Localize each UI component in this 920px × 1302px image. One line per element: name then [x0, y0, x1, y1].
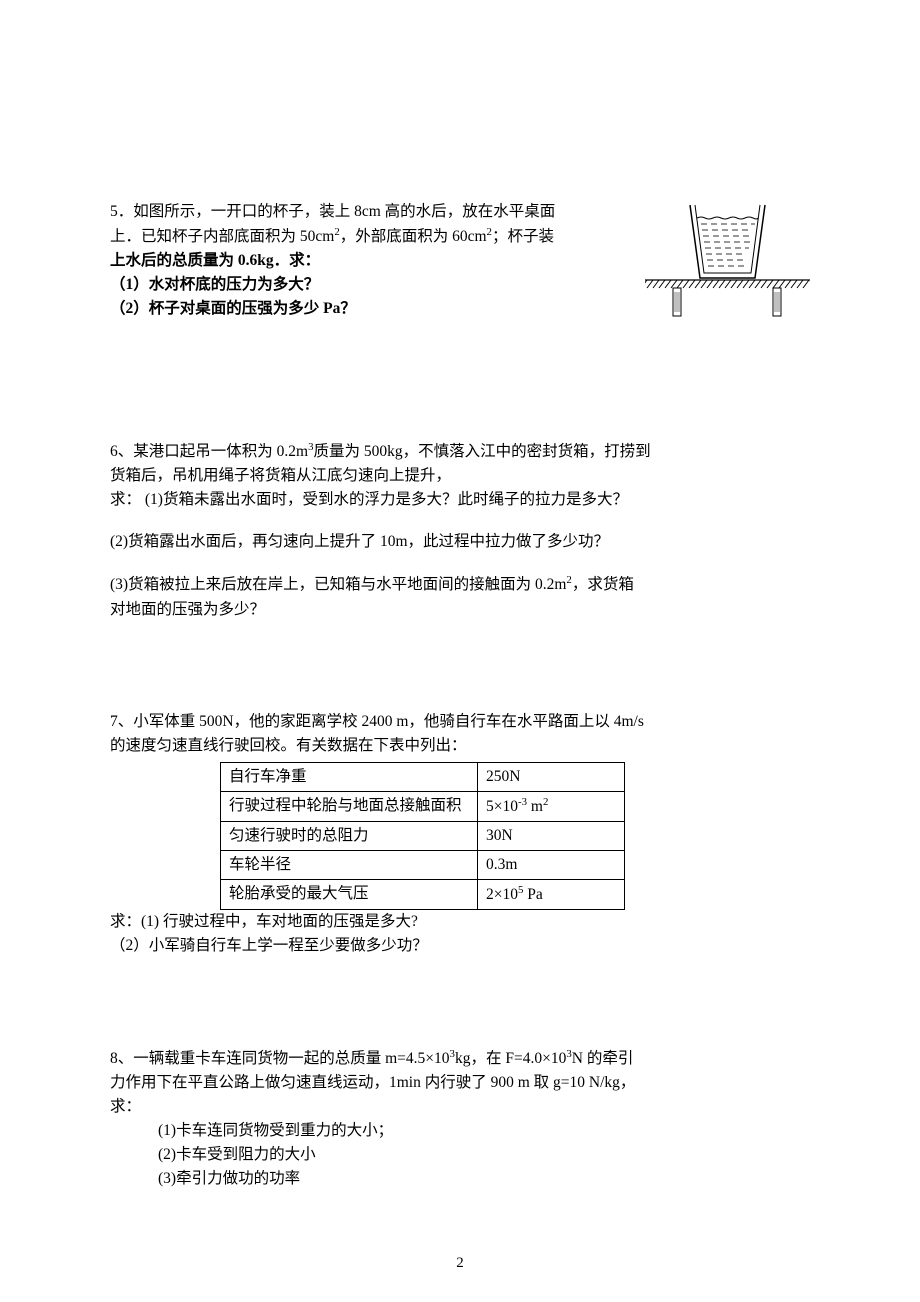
- data-table: 自行车净重 250N 行驶过程中轮胎与地面总接触面积 5×10-3 m2 匀速行…: [220, 762, 625, 910]
- cell-v2: 30N: [478, 821, 625, 850]
- cell-k4: 轮胎承受的最大气压: [221, 879, 478, 909]
- p6-line2: 货箱后，吊机用绳子将货箱从江底匀速向上提升，: [110, 467, 451, 484]
- cell-v3: 0.3m: [478, 850, 625, 879]
- p8-line1a: 8、一辆载重卡车连同货物一起的总质量 m=4.5×10: [110, 1050, 450, 1067]
- p8-line1c: N 的牵引: [572, 1050, 634, 1067]
- problem-8: 8、一辆载重卡车连同货物一起的总质量 m=4.5×103kg，在 F=4.0×1…: [110, 1046, 810, 1191]
- problem-6: 6、某港口起吊一体积为 0.2m3质量为 500kg，不慎落入江中的密封货箱，打…: [110, 439, 810, 621]
- cell-v1: 5×10-3 m2: [478, 791, 625, 821]
- p5-line2c: ；杯子装: [492, 228, 554, 245]
- p8-q2: (2)卡车受到阻力的大小: [158, 1146, 316, 1163]
- p8-q1: (1)卡车连同货物受到重力的大小；: [158, 1122, 393, 1139]
- p5-line3: 上水后的总质量为 0.6kg．求：: [110, 252, 320, 269]
- table-row: 行驶过程中轮胎与地面总接触面积 5×10-3 m2: [221, 791, 625, 821]
- p6-q1: 求： (1)货箱未露出水面时，受到水的浮力是多大？此时绳子的拉力是多大？: [110, 491, 628, 508]
- p8-line3: 求：: [110, 1098, 141, 1115]
- table-row: 自行车净重 250N: [221, 762, 625, 791]
- problem-5: 5．如图所示，一开口的杯子，装上 8cm 高的水后，放在水平桌面 上．已知杯子内…: [110, 200, 810, 321]
- problem-5-text: 5．如图所示，一开口的杯子，装上 8cm 高的水后，放在水平桌面 上．已知杯子内…: [110, 200, 635, 321]
- p7-line1: 7、小军体重 500N，他的家距离学校 2400 m，他骑自行车在水平路面上以 …: [110, 713, 644, 730]
- problem-7: 7、小军体重 500N，他的家距离学校 2400 m，他骑自行车在水平路面上以 …: [110, 710, 810, 958]
- p6-q3a: (3)货箱被拉上来后放在岸上，已知箱与水平地面间的接触面为 0.2m: [110, 577, 566, 594]
- cell-k3: 车轮半径: [221, 850, 478, 879]
- p5-line2a: 上．已知杯子内部底面积为 50cm: [110, 228, 334, 245]
- p6-q3b: ，求货箱: [572, 577, 634, 594]
- p8-line1b: kg，在 F=4.0×10: [455, 1050, 566, 1067]
- p6-line1a: 6、某港口起吊一体积为 0.2m: [110, 443, 308, 460]
- cell-k2: 匀速行驶时的总阻力: [221, 821, 478, 850]
- table-row: 匀速行驶时的总阻力 30N: [221, 821, 625, 850]
- cup-figure: [645, 200, 810, 320]
- table-row: 车轮半径 0.3m: [221, 850, 625, 879]
- cell-v4: 2×105 Pa: [478, 879, 625, 909]
- p7-q2: （2）小军骑自行车上学一程至少要做多少功？: [110, 937, 428, 954]
- p6-q2: (2)货箱露出水面后，再匀速向上提升了 10m，此过程中拉力做了多少功？: [110, 533, 609, 550]
- p8-line2: 力作用下在平直公路上做匀速直线运动，1min 内行驶了 900 m 取 g=10…: [110, 1074, 635, 1091]
- p5-q2: （2）杯子对桌面的压强为多少 Pa？: [110, 300, 356, 317]
- cell-v0: 250N: [478, 762, 625, 791]
- p5-line2b: ，外部底面积为 60cm: [340, 228, 487, 245]
- p5-line1: 5．如图所示，一开口的杯子，装上 8cm 高的水后，放在水平桌面: [110, 203, 555, 220]
- p8-q3: (3)牵引力做功的功率: [158, 1170, 300, 1187]
- page-number: 2: [0, 1255, 920, 1272]
- p6-q3c: 对地面的压强为多少？: [110, 601, 265, 618]
- cell-k1: 行驶过程中轮胎与地面总接触面积: [221, 791, 478, 821]
- cell-k0: 自行车净重: [221, 762, 478, 791]
- p6-line1b: 质量为 500kg，不慎落入江中的密封货箱，打捞到: [313, 443, 650, 460]
- p5-q1: （1）水对杯底的压力为多大？: [110, 276, 319, 293]
- p7-line2: 的速度匀速直线行驶回校。有关数据在下表中列出：: [110, 737, 467, 754]
- p7-q1: 求：(1) 行驶过程中，车对地面的压强是多大?: [110, 913, 418, 930]
- table-row: 轮胎承受的最大气压 2×105 Pa: [221, 879, 625, 909]
